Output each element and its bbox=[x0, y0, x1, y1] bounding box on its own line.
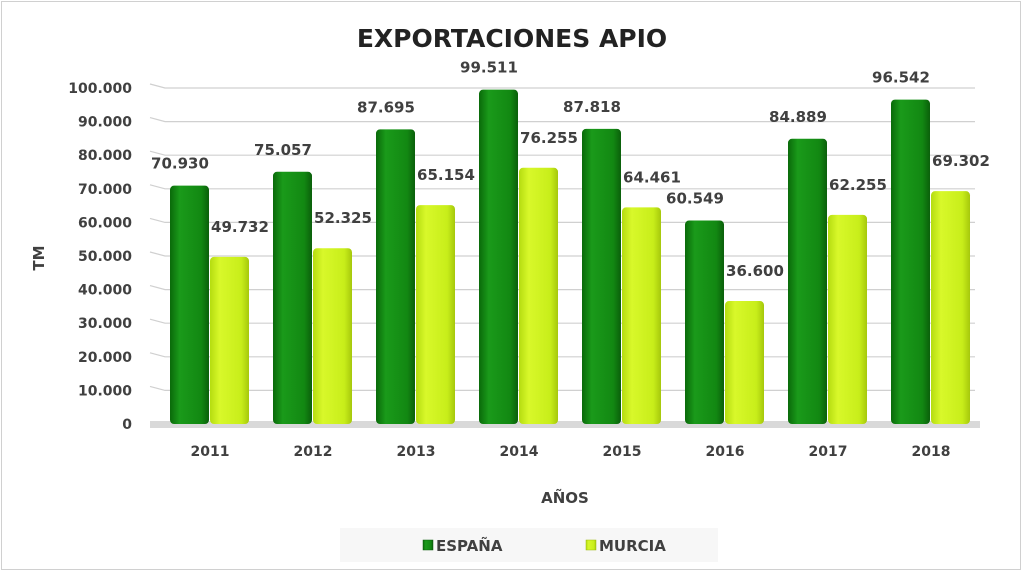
bar-murcia-2014 bbox=[519, 167, 558, 424]
data-label: 62.255 bbox=[829, 176, 887, 194]
y-tick-label: 80.000 bbox=[78, 148, 132, 164]
data-label: 76.255 bbox=[520, 129, 578, 147]
legend-swatch-espana bbox=[422, 539, 434, 551]
data-label: 36.600 bbox=[726, 262, 784, 280]
data-label: 69.302 bbox=[932, 152, 990, 170]
bar-espana-2016 bbox=[685, 220, 724, 424]
bar-murcia-2013 bbox=[416, 205, 455, 424]
bar-murcia-2016 bbox=[725, 301, 764, 424]
y-tick-label: 90.000 bbox=[78, 115, 132, 131]
data-label: 64.461 bbox=[623, 168, 681, 186]
y-tick-label: 100.000 bbox=[68, 81, 132, 97]
data-label: 87.818 bbox=[563, 98, 621, 116]
data-label: 84.889 bbox=[769, 108, 827, 126]
bar-murcia-2015 bbox=[622, 207, 661, 424]
x-axis-label: AÑOS bbox=[541, 488, 589, 507]
data-label: 75.057 bbox=[254, 141, 312, 159]
bar-espana-2017 bbox=[788, 138, 827, 425]
data-label: 99.511 bbox=[460, 59, 518, 77]
x-tick-label: 2018 bbox=[912, 444, 951, 460]
bar-espana-2015 bbox=[582, 128, 621, 424]
data-label: 70.930 bbox=[151, 155, 209, 173]
y-tick-label: 60.000 bbox=[78, 215, 132, 231]
y-tick-label: 30.000 bbox=[78, 316, 132, 332]
gridline bbox=[149, 117, 975, 123]
x-tick-label: 2017 bbox=[809, 444, 848, 460]
bar-espana-2018 bbox=[891, 99, 930, 424]
bar-espana-2011 bbox=[170, 185, 209, 424]
data-label: 87.695 bbox=[357, 98, 415, 116]
bar-murcia-2011 bbox=[210, 256, 249, 424]
bar-espana-2013 bbox=[376, 129, 415, 425]
data-label: 65.154 bbox=[417, 166, 475, 184]
data-label: 60.549 bbox=[666, 190, 724, 208]
gridline bbox=[149, 184, 975, 190]
x-tick-label: 2015 bbox=[603, 444, 642, 460]
bar-murcia-2012 bbox=[313, 248, 352, 424]
legend-label-espana: ESPAÑA bbox=[436, 536, 503, 555]
bar-murcia-2018 bbox=[931, 191, 970, 424]
bar-murcia-2017 bbox=[828, 214, 867, 424]
y-tick-label: 40.000 bbox=[78, 283, 132, 299]
y-tick-label: 0 bbox=[122, 417, 132, 433]
legend-swatch-murcia bbox=[585, 539, 597, 551]
data-label: 96.542 bbox=[872, 69, 930, 87]
data-label: 49.732 bbox=[211, 218, 269, 236]
data-label: 52.325 bbox=[314, 209, 372, 227]
y-tick-label: 10.000 bbox=[78, 383, 132, 399]
chart-floor bbox=[150, 421, 980, 428]
y-tick-label: 20.000 bbox=[78, 350, 132, 366]
gridline bbox=[149, 150, 975, 156]
x-tick-label: 2013 bbox=[397, 444, 436, 460]
x-tick-label: 2011 bbox=[191, 444, 230, 460]
y-tick-label: 70.000 bbox=[78, 182, 132, 198]
gridline bbox=[149, 83, 975, 89]
y-tick-label: 50.000 bbox=[78, 249, 132, 265]
chart-title: EXPORTACIONES APIO bbox=[357, 24, 667, 53]
bar-espana-2014 bbox=[479, 89, 518, 425]
x-tick-label: 2012 bbox=[294, 444, 333, 460]
y-axis-label: TM bbox=[30, 245, 48, 270]
x-tick-label: 2016 bbox=[706, 444, 745, 460]
legend bbox=[340, 528, 718, 562]
bar-espana-2012 bbox=[273, 171, 312, 424]
x-tick-label: 2014 bbox=[500, 444, 539, 460]
legend-label-murcia: MURCIA bbox=[599, 537, 666, 555]
